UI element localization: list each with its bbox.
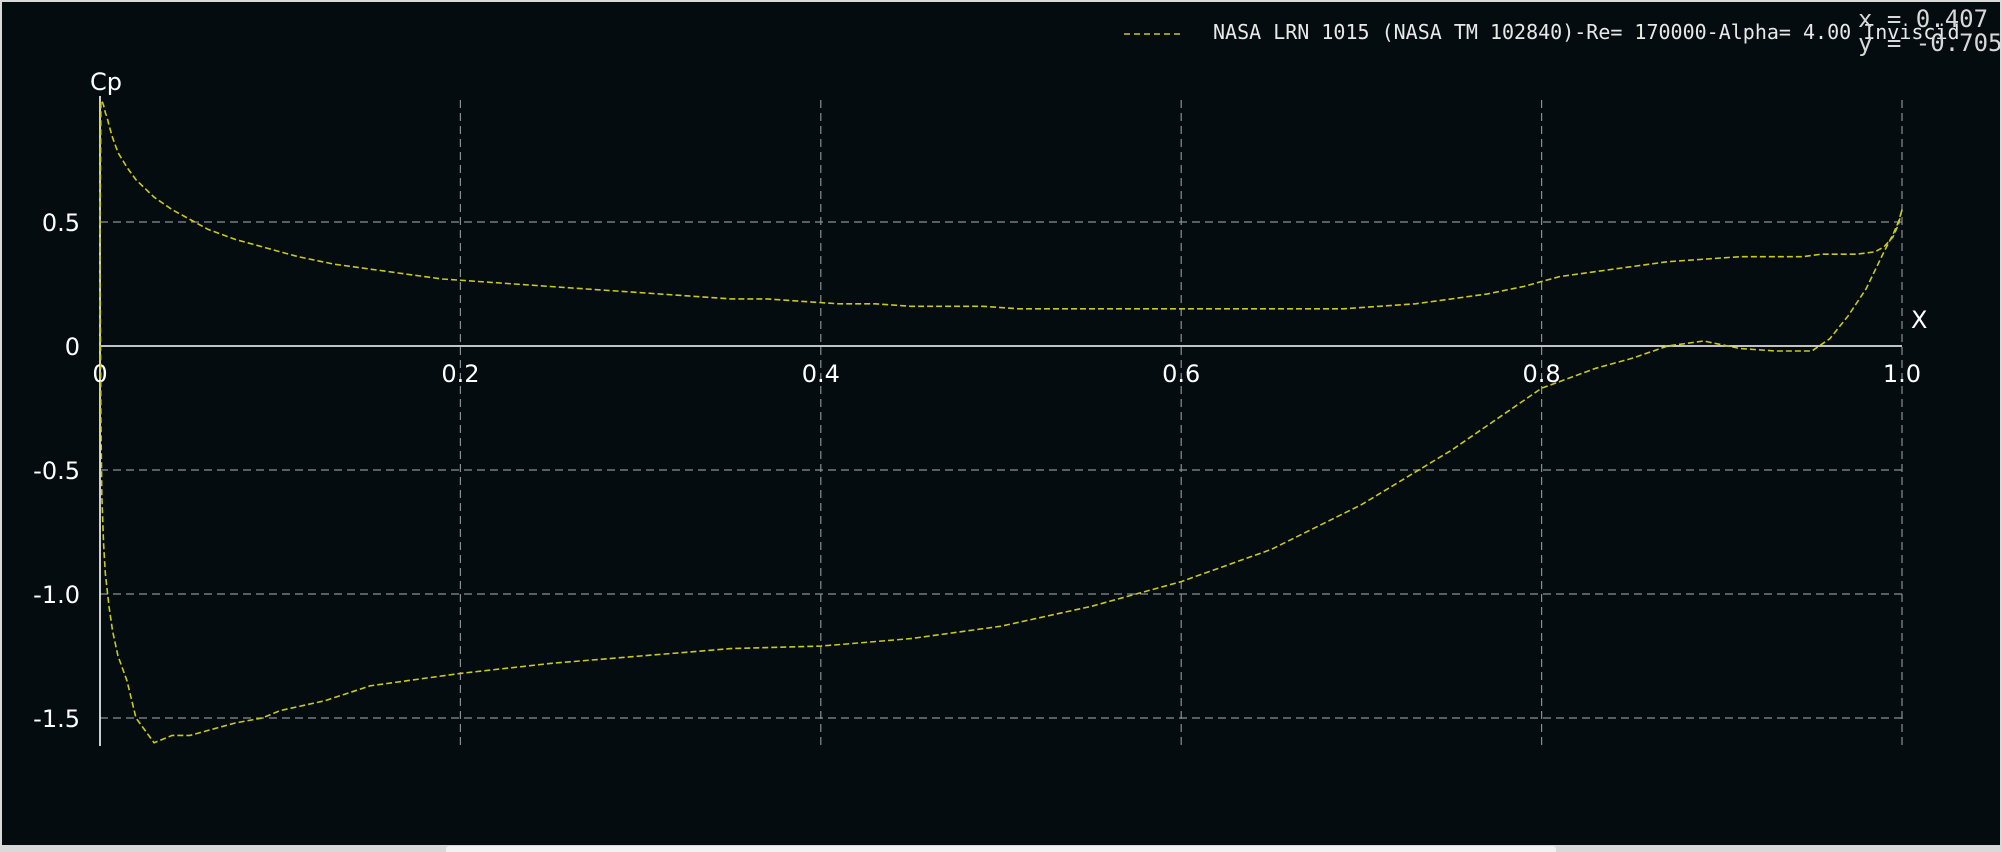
y-axis-title: Cp <box>90 68 122 96</box>
x-tick-label: 0.6 <box>1162 360 1200 388</box>
y-tick-label: -1.0 <box>33 581 80 609</box>
x-tick-label: 1.0 <box>1883 360 1921 388</box>
y-tick-label: 0.5 <box>42 209 80 237</box>
legend: NASA LRN 1015 (NASA TM 102840)-Re= 17000… <box>1124 20 1960 44</box>
legend-entry: NASA LRN 1015 (NASA TM 102840)-Re= 17000… <box>1213 20 1960 44</box>
series-layer <box>99 98 1903 744</box>
x-tick-label: 0.4 <box>802 360 840 388</box>
window-bottom-edge <box>446 846 1556 852</box>
axes <box>99 96 1902 746</box>
cursor-y-readout: y = -0.705 <box>1858 29 2002 57</box>
cursor-x-readout: x = 0.407 <box>1858 5 1988 33</box>
cursor-readout: x = 0.407 y = -0.705 <box>1858 5 2002 57</box>
y-tick-label: 0 <box>65 333 80 361</box>
grid-lines <box>100 100 1903 746</box>
y-tick-label: -0.5 <box>33 457 80 485</box>
series-line-cp <box>99 98 1903 744</box>
x-axis-title: X <box>1911 306 1927 334</box>
y-tick-label: -1.5 <box>33 705 80 733</box>
x-tick-label: 0.2 <box>441 360 479 388</box>
tick-labels: 0 0.2 0.4 0.6 0.8 1.00.50-0.5-1.0-1.5 <box>33 209 1921 733</box>
